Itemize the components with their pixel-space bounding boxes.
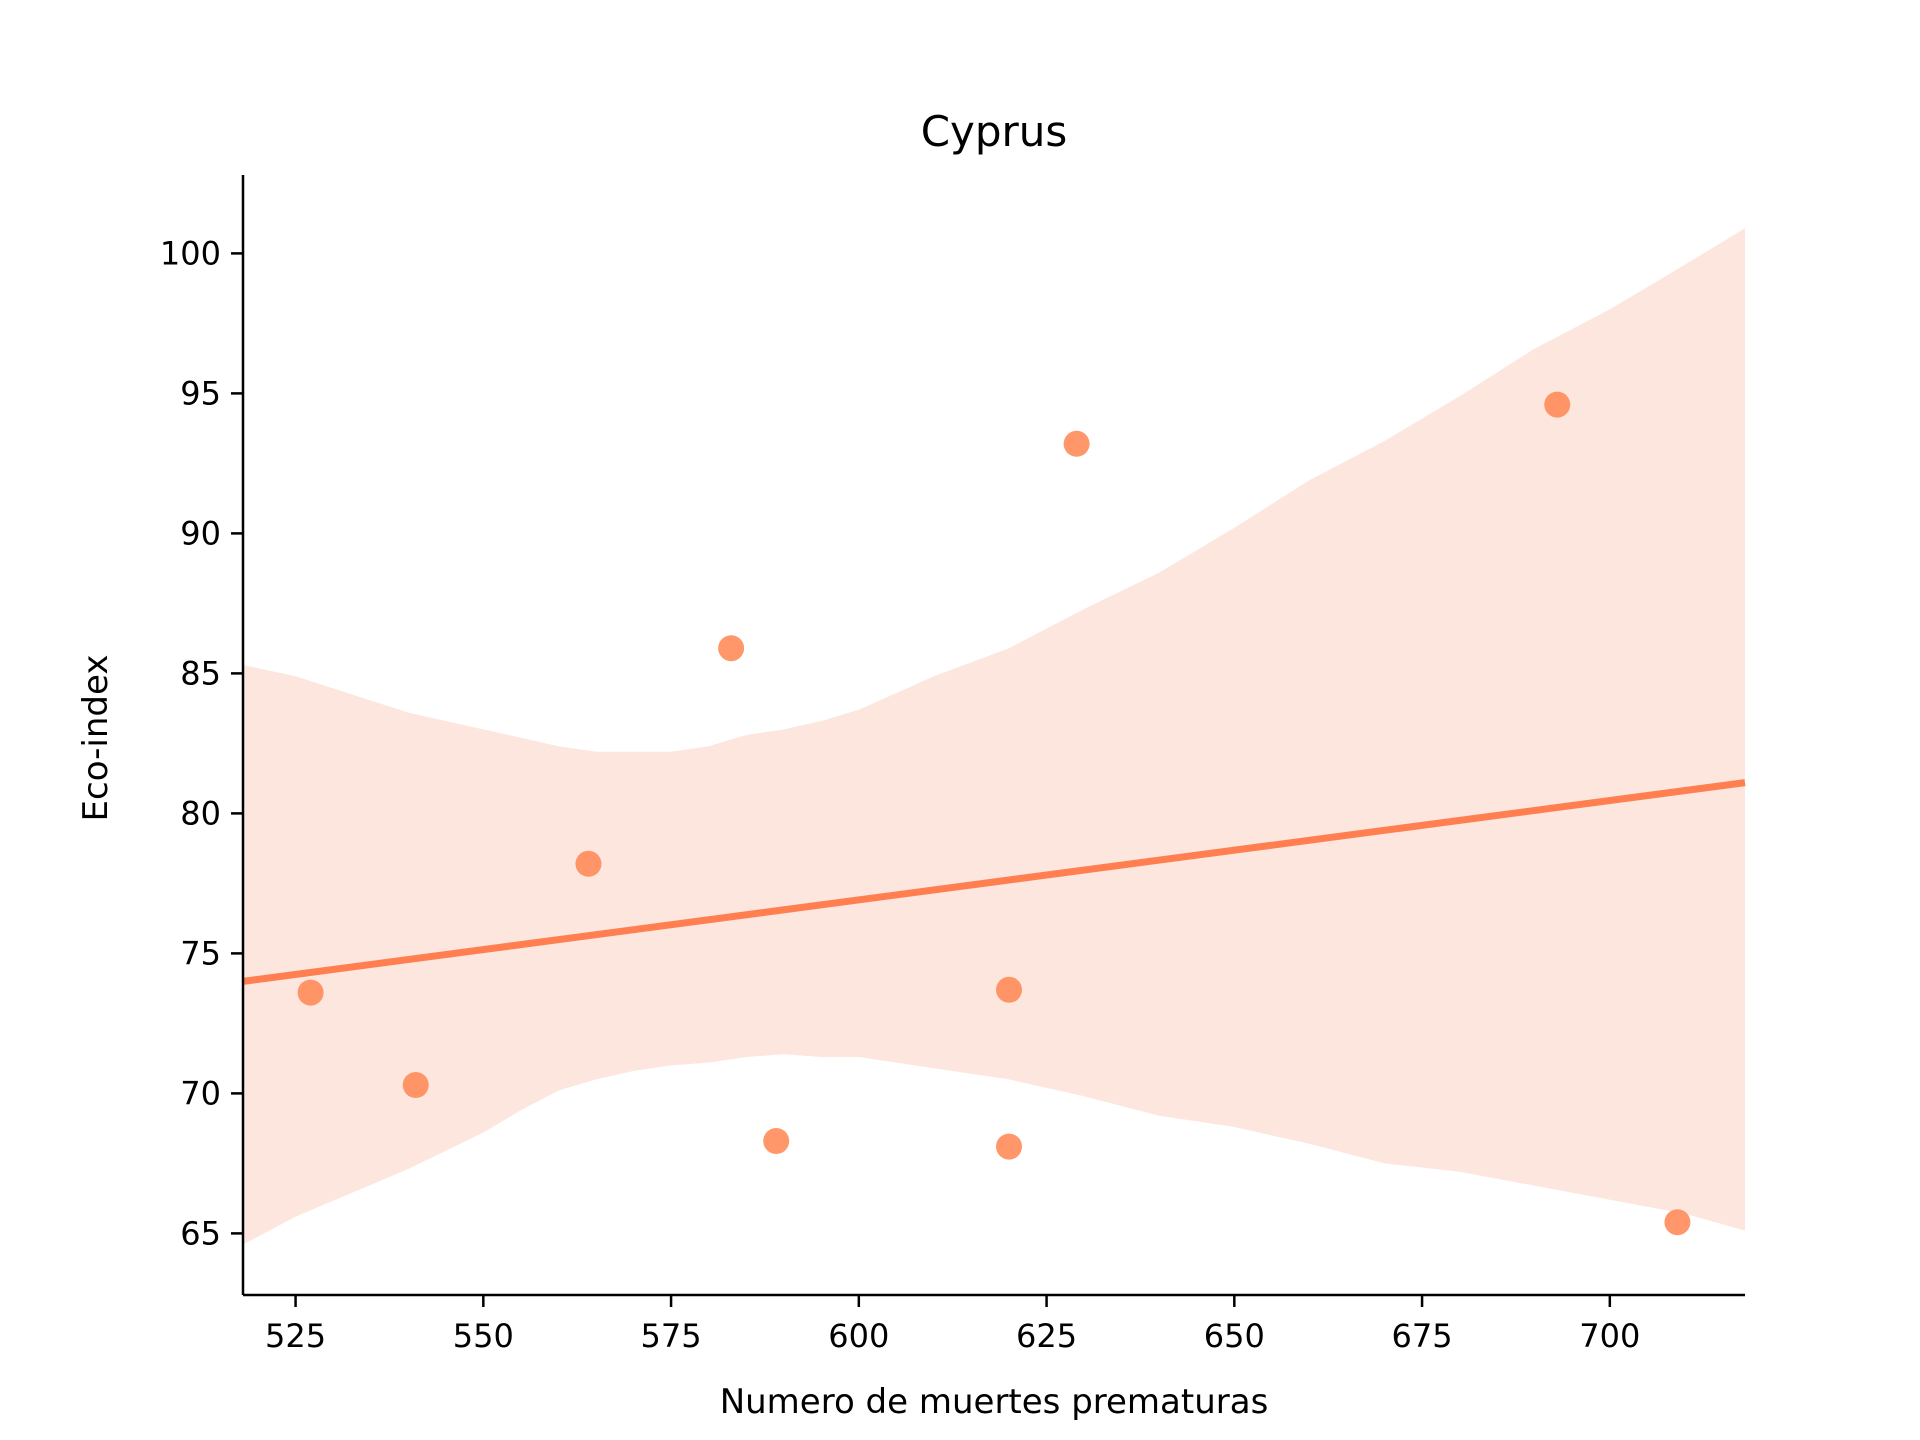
y-axis-label: Eco-index xyxy=(76,655,116,822)
data-point xyxy=(297,979,324,1006)
x-tick-label: 650 xyxy=(1204,1317,1265,1355)
regression-line xyxy=(242,779,1746,985)
x-tick-label: 525 xyxy=(265,1317,326,1355)
y-tick-label: 90 xyxy=(180,514,221,552)
x-tick-label: 550 xyxy=(453,1317,514,1355)
data-point xyxy=(1664,1209,1691,1236)
x-tick-label: 575 xyxy=(641,1317,702,1355)
x-axis-label: Numero de muertes prematuras xyxy=(720,1382,1269,1422)
data-point xyxy=(1544,391,1571,418)
x-tick-label: 675 xyxy=(1392,1317,1453,1355)
y-tick-label: 85 xyxy=(180,654,221,692)
chart-title: Cyprus xyxy=(921,107,1068,156)
data-point xyxy=(575,850,602,877)
confidence-band-layer xyxy=(243,228,1745,1245)
y-tick-label: 100 xyxy=(160,234,221,272)
y-tick-label: 65 xyxy=(180,1214,221,1252)
data-point xyxy=(996,976,1023,1003)
data-point xyxy=(763,1128,790,1154)
y-tick-label: 75 xyxy=(180,934,221,972)
regression-line-layer xyxy=(242,779,1746,985)
data-point xyxy=(718,635,745,662)
x-tick-label: 600 xyxy=(828,1317,889,1355)
confidence-band xyxy=(243,228,1745,1245)
x-tick-label: 700 xyxy=(1579,1317,1640,1355)
y-tick-label: 70 xyxy=(180,1074,221,1112)
data-point xyxy=(996,1133,1023,1160)
y-tick-label: 80 xyxy=(180,794,221,832)
y-ticks: 65 70 75 80 85 90 95 100 xyxy=(160,234,243,1252)
x-tick-label: 625 xyxy=(1016,1317,1077,1355)
y-tick-label: 95 xyxy=(180,374,221,412)
data-point xyxy=(1063,430,1090,457)
data-point xyxy=(402,1072,429,1098)
x-ticks: 525 550 575 600 625 650 675 700 xyxy=(265,1295,1640,1355)
scatter-points-layer xyxy=(297,391,1691,1236)
axes xyxy=(241,175,1745,1297)
